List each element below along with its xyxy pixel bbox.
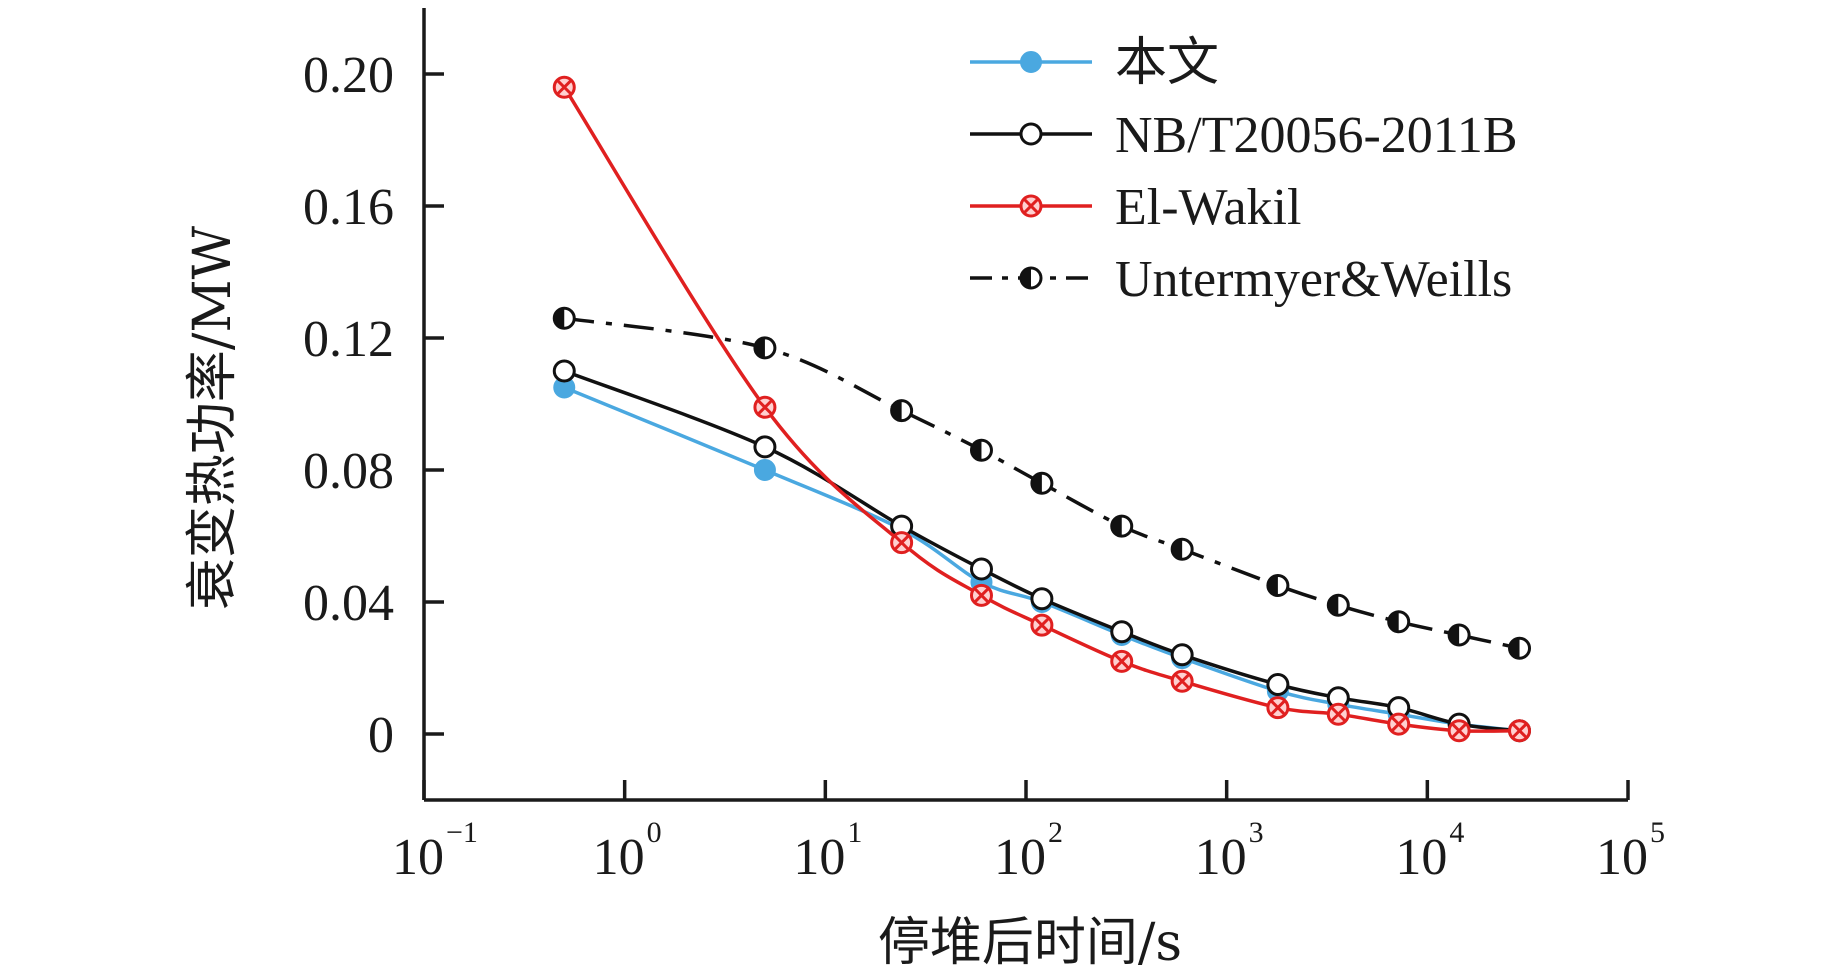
x-tick-label: 10 −1 — [392, 816, 478, 886]
data-point — [1030, 471, 1054, 495]
data-point — [1170, 643, 1194, 667]
data-point — [1170, 669, 1194, 693]
data-point — [1508, 636, 1532, 660]
series-0 — [553, 376, 1531, 742]
plot-area — [552, 75, 1532, 743]
data-point — [552, 359, 576, 383]
x-tick-base: 10 — [392, 829, 444, 886]
series-line — [563, 369, 1520, 733]
data-point — [1266, 696, 1290, 720]
data-point — [1387, 610, 1411, 634]
data-point — [1030, 587, 1054, 611]
data-point — [753, 336, 777, 360]
data-point — [1447, 719, 1471, 743]
y-axis-title: 衰变热功率/MW — [183, 225, 243, 610]
y-tick-label: 0.12 — [303, 311, 394, 368]
x-tick-exponent: 2 — [1048, 816, 1063, 849]
x-tick-base: 10 — [994, 829, 1046, 886]
series-line — [564, 316, 1520, 650]
data-point — [1110, 649, 1134, 673]
data-point — [1326, 593, 1350, 617]
legend-label: El-Wakil — [1115, 179, 1301, 236]
legend: 本文 NB/T20056-2011B El-Wakil Untermyer&Weill… — [970, 35, 1518, 308]
x-tick-base: 10 — [1596, 829, 1648, 886]
x-tick-base: 10 — [793, 829, 845, 886]
x-tick-exponent: −1 — [446, 816, 478, 849]
data-point — [1266, 574, 1290, 597]
data-point — [1170, 537, 1194, 561]
legend-item: Untermyer&Weills — [970, 251, 1512, 308]
data-point — [969, 583, 993, 607]
data-point — [969, 557, 993, 581]
data-point — [1387, 712, 1411, 736]
legend-label: NB/T20056-2011B — [1115, 107, 1518, 164]
legend-label: Untermyer&Weills — [1115, 251, 1512, 308]
legend-marker — [1019, 266, 1043, 290]
y-tick-label: 0.04 — [303, 575, 394, 632]
data-point — [1447, 623, 1471, 647]
x-tick-exponent: 3 — [1249, 816, 1264, 849]
data-point — [1508, 719, 1532, 743]
legend-marker — [1019, 122, 1043, 146]
legend-item: NB/T20056-2011B — [970, 107, 1518, 164]
x-tick-exponent: 5 — [1650, 816, 1665, 849]
x-tick-label: 10 0 — [593, 816, 662, 886]
x-tick-exponent: 0 — [647, 816, 662, 849]
x-tick-exponent: 4 — [1449, 816, 1464, 849]
legend-item: El-Wakil — [970, 179, 1301, 236]
data-point — [890, 399, 914, 423]
data-point — [1326, 702, 1350, 726]
legend-label: 本文 — [1115, 35, 1219, 92]
series-2 — [552, 75, 1532, 743]
data-point — [1110, 514, 1134, 538]
x-axis-title: 停堆后时间/s — [878, 913, 1182, 973]
legend-marker — [1020, 51, 1042, 73]
data-point — [552, 75, 576, 99]
series-3 — [552, 306, 1532, 660]
x-tick-base: 10 — [1395, 829, 1447, 886]
series-line — [563, 385, 1520, 733]
x-tick-label: 10 5 — [1596, 816, 1665, 886]
data-point — [1266, 673, 1290, 696]
data-point — [552, 306, 576, 330]
y-tick-label: 0 — [368, 707, 394, 764]
x-tick-base: 10 — [1195, 829, 1247, 886]
x-tick-label: 10 4 — [1395, 816, 1464, 886]
series-1 — [552, 359, 1532, 743]
data-point — [969, 438, 993, 462]
x-tick-label: 10 2 — [994, 816, 1063, 886]
x-tick-label: 10 3 — [1195, 816, 1264, 886]
data-point — [753, 395, 777, 419]
x-tick-base: 10 — [593, 829, 645, 886]
legend-item: 本文 — [970, 35, 1219, 92]
data-point — [753, 459, 776, 481]
y-tick-label: 0.20 — [303, 47, 394, 104]
data-point — [753, 435, 777, 459]
data-point — [1110, 620, 1134, 644]
x-tick-label: 10 1 — [793, 816, 862, 886]
x-tick-exponent: 1 — [847, 816, 862, 849]
y-tick-label: 0.16 — [303, 179, 394, 236]
data-point — [1030, 613, 1054, 637]
y-tick-label: 0.08 — [303, 443, 394, 500]
data-point — [890, 531, 914, 555]
legend-marker — [1019, 194, 1043, 218]
